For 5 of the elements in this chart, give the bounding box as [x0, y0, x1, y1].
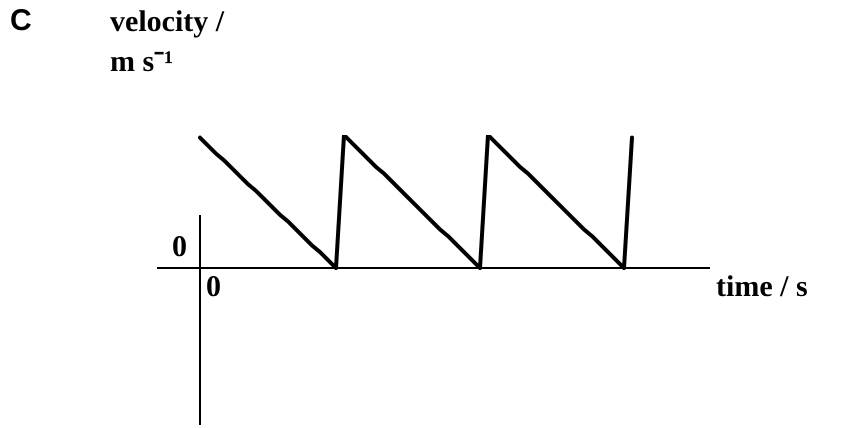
text: 0 — [206, 270, 221, 304]
text: 0 — [172, 230, 187, 264]
text: C — [10, 4, 32, 38]
y-axis-title: velocity / m s⁻¹ — [110, 4, 226, 80]
x-axis-title: time / s — [716, 270, 808, 304]
